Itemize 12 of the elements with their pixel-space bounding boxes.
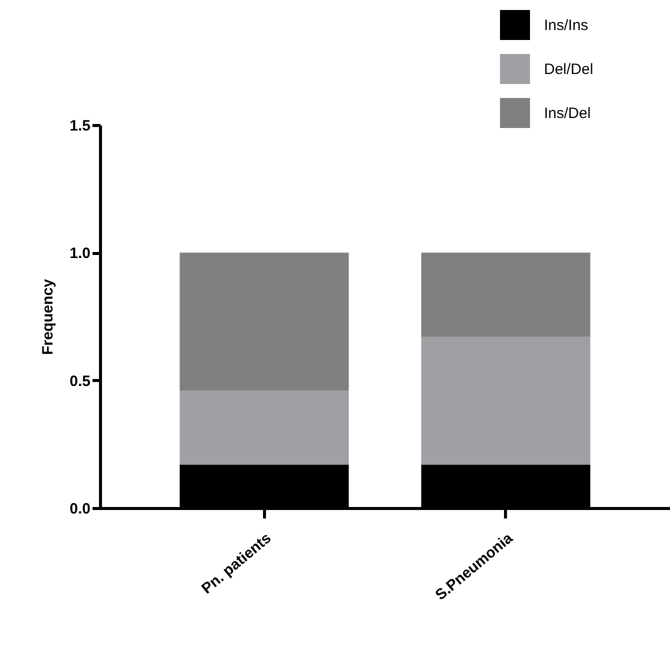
y-tick-label: 1.0 <box>70 245 90 262</box>
y-tick-label: 1.5 <box>70 118 90 134</box>
y-axis-title: Frequency <box>40 278 57 355</box>
legend-label: Ins/Ins <box>544 17 588 34</box>
y-tick-label: 0.5 <box>70 372 90 390</box>
bar <box>421 252 590 337</box>
bar <box>421 336 590 465</box>
y-tick-label: 0.0 <box>70 500 90 518</box>
bar <box>180 390 349 465</box>
legend-label: Del/Del <box>544 61 594 78</box>
bar <box>180 252 349 391</box>
legend-label: Ins/Del <box>544 105 591 122</box>
